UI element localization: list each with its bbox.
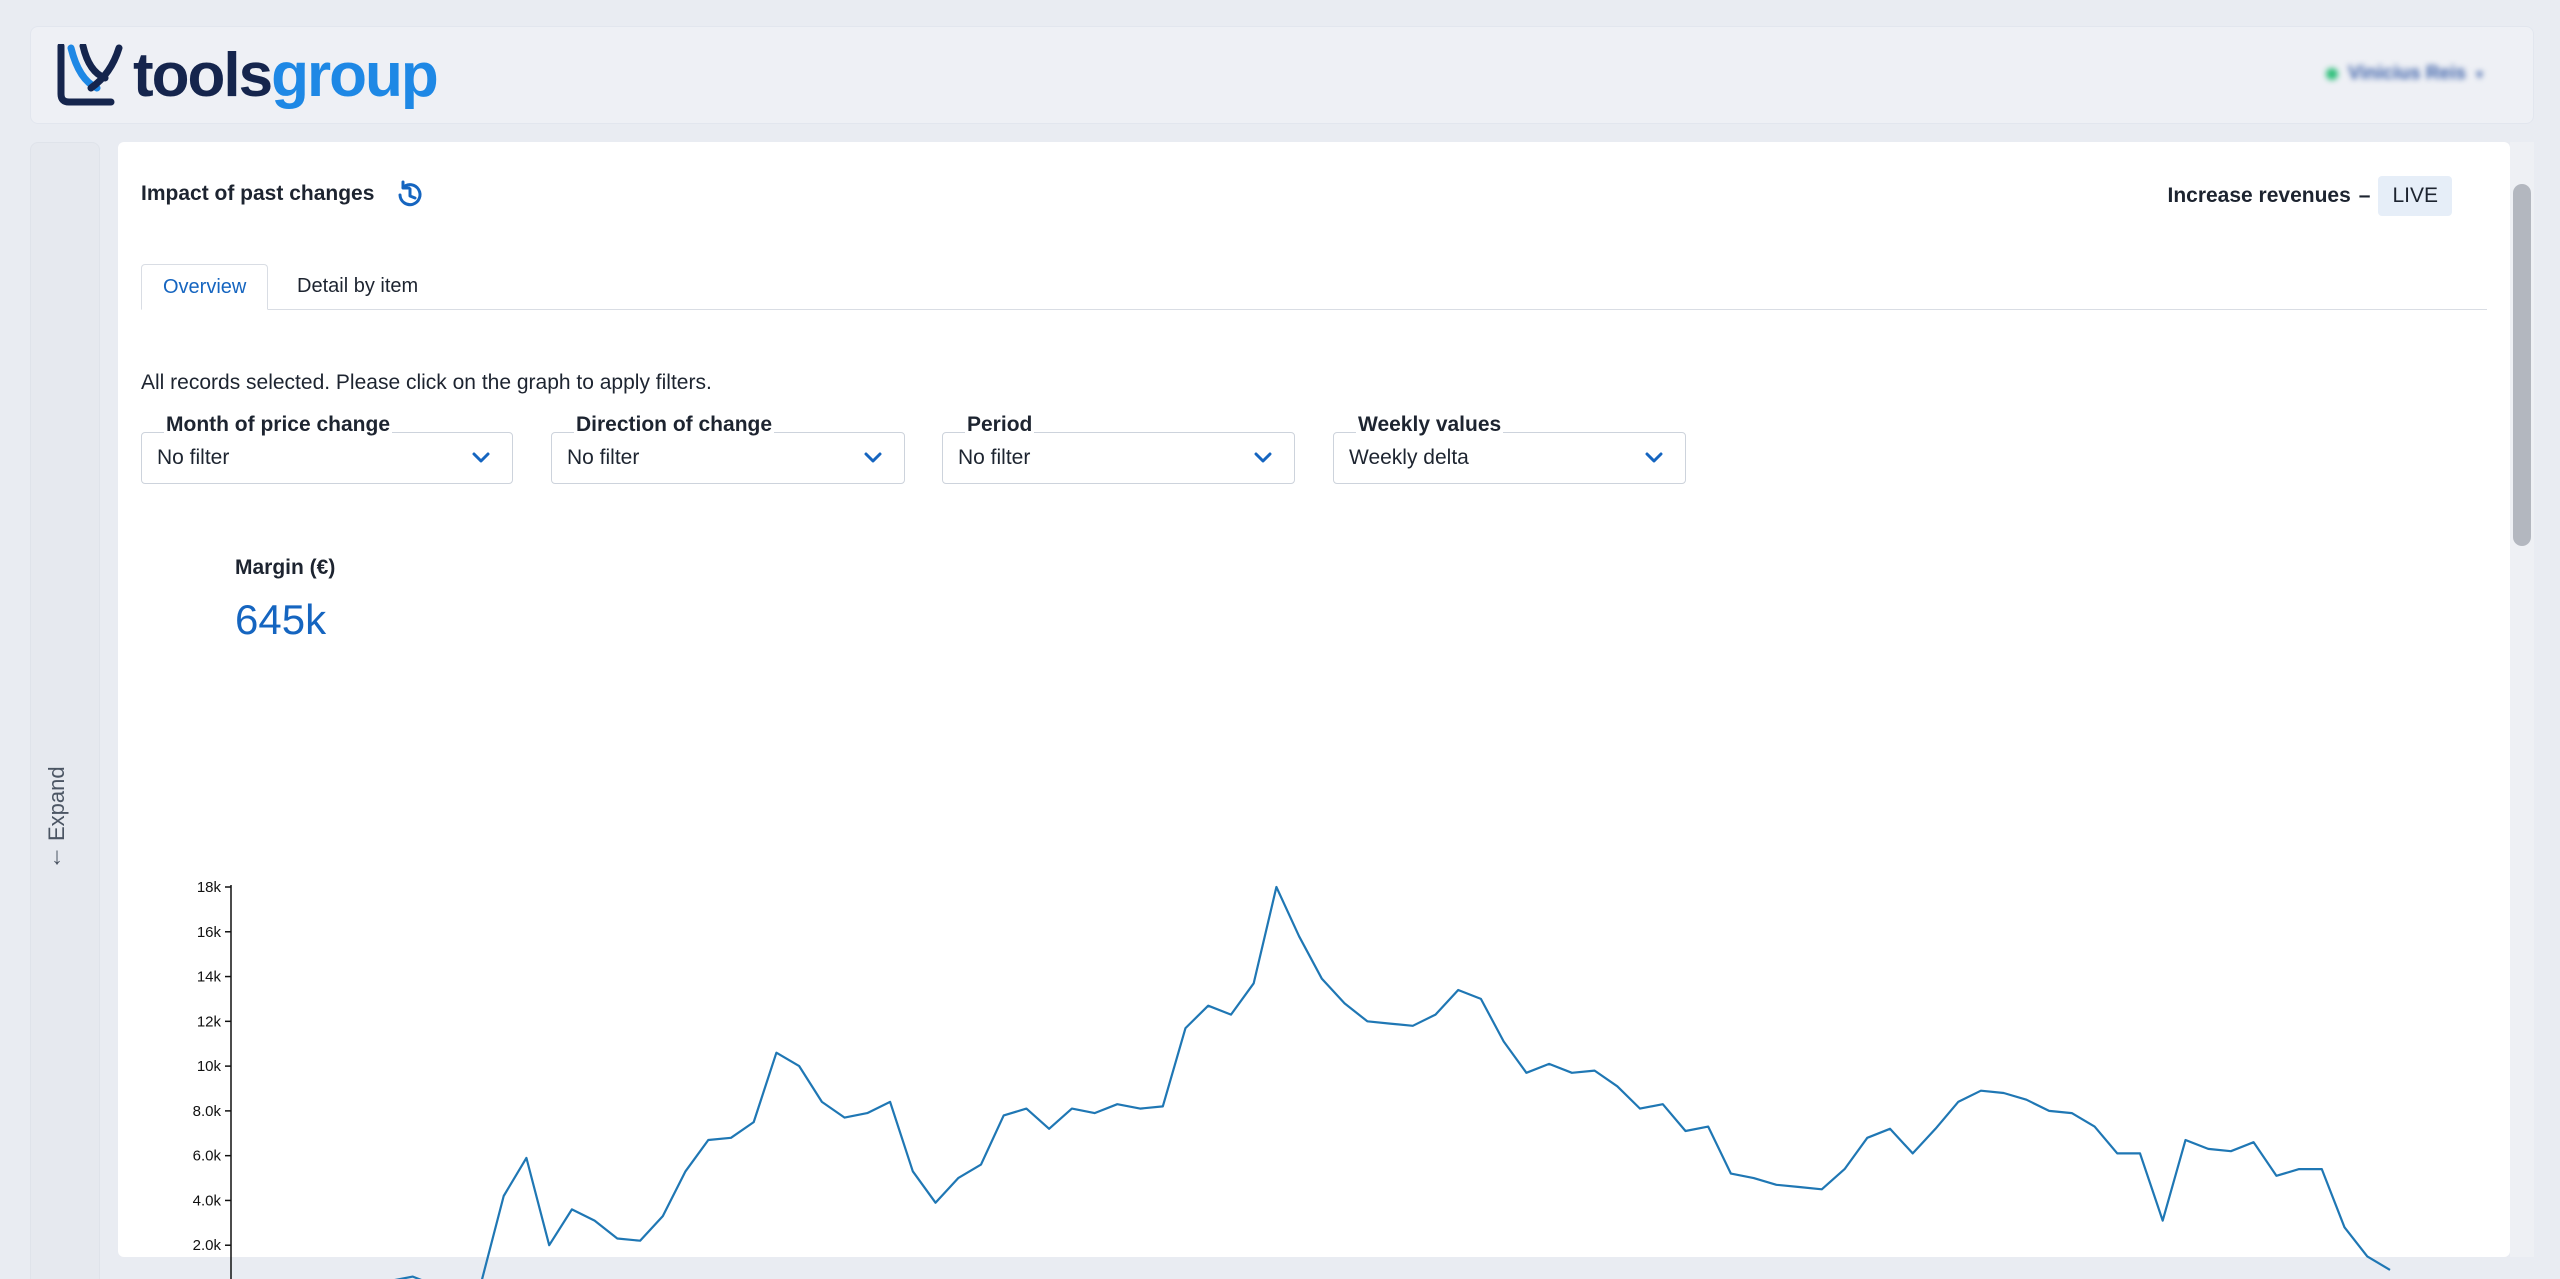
filter-label: Period xyxy=(965,413,1035,437)
tab-bar: Overview Detail by item xyxy=(141,264,2487,310)
y-tick-label: 2.0k xyxy=(193,1237,222,1254)
filter-value: No filter xyxy=(157,446,230,469)
y-tick-label: 8.0k xyxy=(193,1103,222,1120)
filter-label: Weekly values xyxy=(1356,413,1504,437)
chevron-down-icon: ▾ xyxy=(2475,65,2483,82)
y-tick-label: 14k xyxy=(197,969,222,986)
expand-label: Expand xyxy=(44,766,69,841)
vertical-scrollbar[interactable] xyxy=(2510,142,2534,1257)
strategy-dash: – xyxy=(2358,184,2371,207)
chevron-down-icon xyxy=(472,452,490,463)
y-tick-label: 10k xyxy=(197,1058,222,1075)
toolsgroup-logo[interactable]: toolsgroup xyxy=(57,41,439,111)
scrollbar-thumb[interactable] xyxy=(2513,184,2531,546)
y-tick-label: 6.0k xyxy=(193,1148,222,1165)
toolsgroup-logo-icon xyxy=(57,44,123,106)
direction-of-change-select[interactable]: Direction of change No filter xyxy=(551,413,905,484)
filter-label: Month of price change xyxy=(164,413,393,437)
top-bar: toolsgroup Vinicius Reis ▾ xyxy=(30,26,2534,124)
logo-text-tools: tools xyxy=(133,41,273,110)
tab-detail-by-item[interactable]: Detail by item xyxy=(297,275,419,297)
filter-value: No filter xyxy=(567,446,640,469)
chevron-down-icon xyxy=(1645,452,1663,463)
strategy-label: Increase revenues xyxy=(2167,184,2351,207)
y-tick-label: 16k xyxy=(197,924,222,941)
y-tick-label: 4.0k xyxy=(193,1192,222,1209)
strategy-indicator: Increase revenues – LIVE xyxy=(2167,176,2452,216)
expand-sidebar-button[interactable]: ↓ Expand xyxy=(43,766,71,870)
logo-wordmark: toolsgroup xyxy=(133,45,439,107)
status-badge: LIVE xyxy=(2378,176,2452,216)
filter-value: No filter xyxy=(958,446,1031,469)
period-select[interactable]: Period No filter xyxy=(942,413,1295,484)
logo-text-group: group xyxy=(271,41,439,110)
filter-value: Weekly delta xyxy=(1349,446,1469,469)
arrow-right-icon: ↓ xyxy=(51,843,63,870)
kpi-value: 645k xyxy=(235,596,327,643)
collapsed-sidebar: ↓ Expand xyxy=(30,142,100,1279)
weekly-values-select[interactable]: Weekly values Weekly delta xyxy=(1333,413,1686,484)
online-status-icon xyxy=(2326,68,2339,80)
history-refresh-icon[interactable] xyxy=(394,179,426,211)
filter-label: Direction of change xyxy=(574,413,775,437)
margin-line-chart[interactable]: 0.02.0k4.0k6.0k8.0k10k12k14k16k18k01-23-… xyxy=(118,722,2510,1279)
page-title: Impact of past changes xyxy=(141,182,375,205)
y-tick-label: 18k xyxy=(197,879,222,896)
chevron-down-icon xyxy=(1254,452,1272,463)
chevron-down-icon xyxy=(864,452,882,463)
month-of-price-change-select[interactable]: Month of price change No filter xyxy=(141,413,513,484)
series-line-margin xyxy=(394,885,2391,1279)
y-tick-label: 12k xyxy=(197,1013,222,1030)
user-name: Vinicius Reis xyxy=(2348,63,2466,84)
main-panel: Impact of past changes Increase revenues… xyxy=(118,142,2510,1279)
filter-hint-text: All records selected. Please click on th… xyxy=(141,371,712,394)
tab-overview[interactable]: Overview xyxy=(141,264,269,310)
kpi-label: Margin (€) xyxy=(235,556,336,579)
user-menu[interactable]: Vinicius Reis ▾ xyxy=(2326,63,2483,85)
